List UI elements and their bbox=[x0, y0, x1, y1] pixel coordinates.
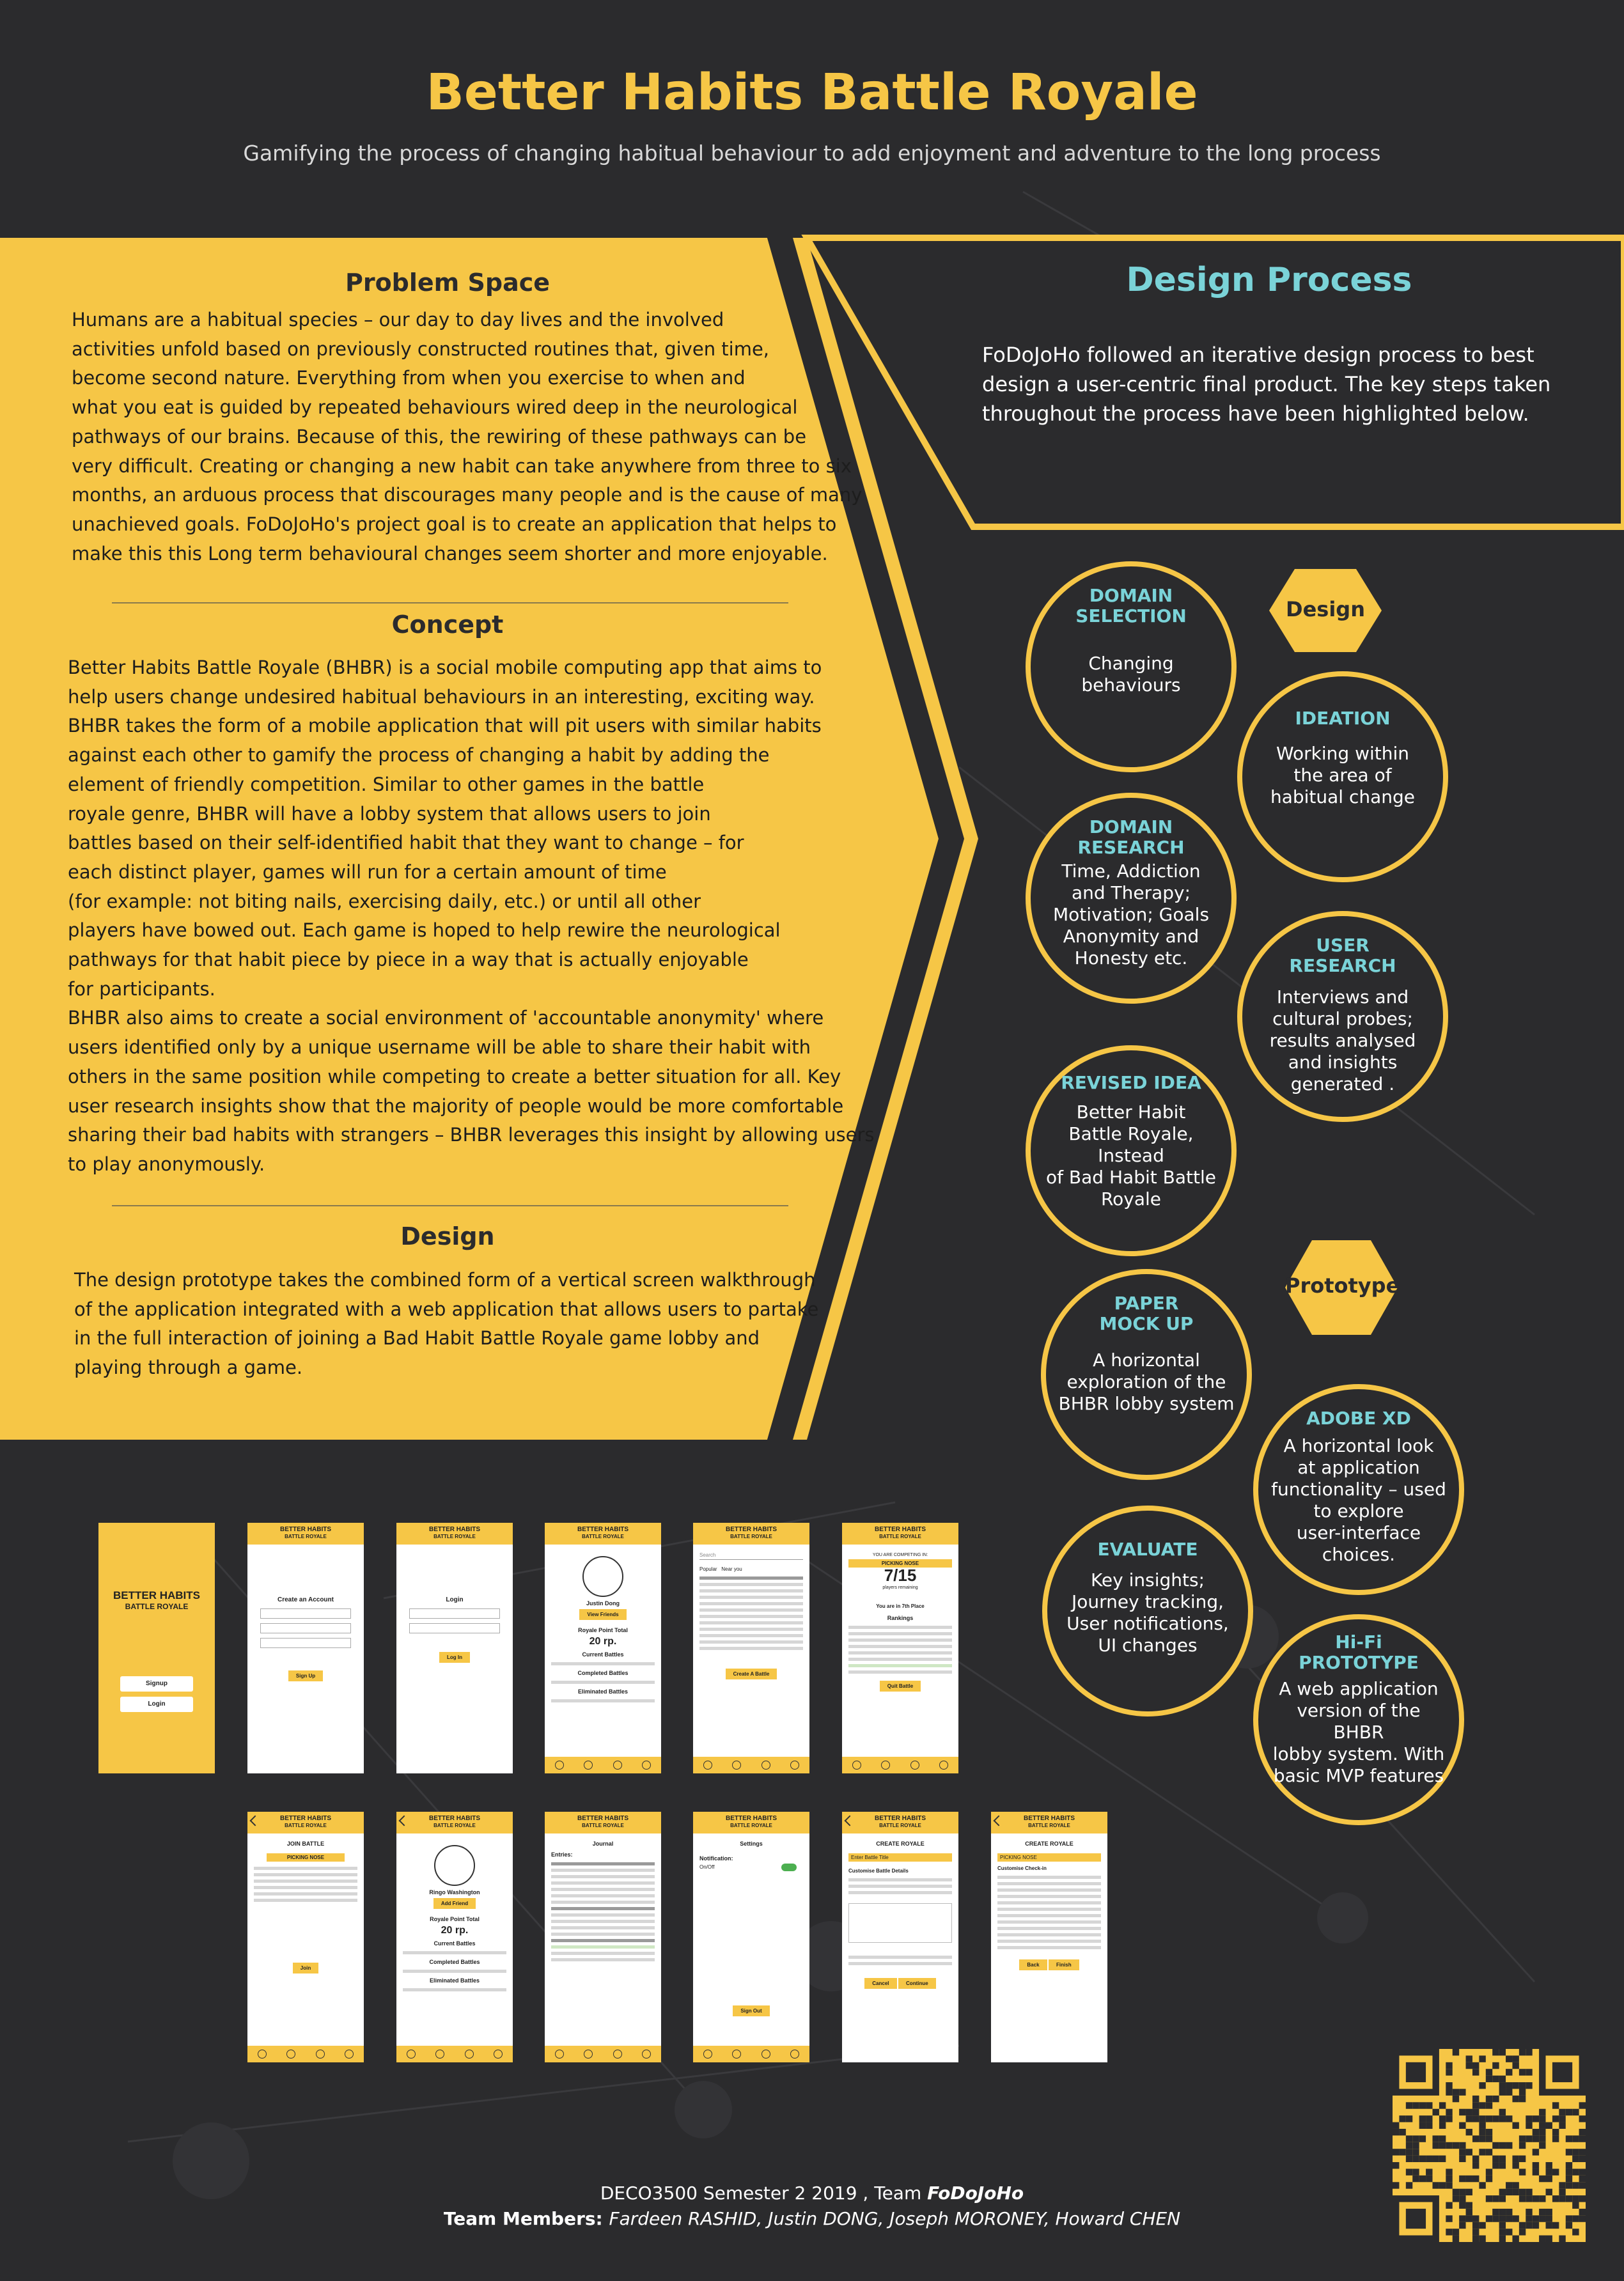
login-button[interactable]: Login bbox=[120, 1697, 193, 1712]
course-info: DECO3500 Semester 2 2019 , Team FoDoJoHo bbox=[600, 2183, 1024, 2204]
problem-space-heading: Problem Space bbox=[345, 269, 550, 297]
username-field[interactable] bbox=[409, 1608, 500, 1619]
create-battle-button[interactable]: Create A Battle bbox=[725, 1669, 777, 1679]
concept-heading: Concept bbox=[391, 611, 504, 639]
chevron-panels bbox=[0, 235, 1624, 1440]
sign-out-button[interactable]: Sign Out bbox=[733, 2005, 770, 2016]
screen-create-royale-1: BETTER HABITS BATTLE ROYALE CREATE ROYALE… bbox=[842, 1812, 958, 2062]
password-field[interactable] bbox=[409, 1623, 500, 1633]
screen-battle-lobby: BETTER HABITS BATTLE ROYALE Search Popula… bbox=[693, 1523, 809, 1773]
design-heading: Design bbox=[400, 1222, 495, 1250]
step-ideation: IDEATION Working within the area of habitu… bbox=[1237, 671, 1448, 882]
prototype-phase-hexagon: Prototype bbox=[1285, 1240, 1400, 1335]
add-friend-button[interactable]: Add Friend bbox=[433, 1898, 476, 1909]
quit-battle-button[interactable]: Quit Battle bbox=[879, 1681, 921, 1692]
join-button[interactable]: Join bbox=[292, 1963, 319, 1973]
step-revised-idea: REVISED IDEA Better Habit Battle Royale, … bbox=[1026, 1045, 1237, 1256]
section-divider bbox=[112, 1205, 788, 1206]
step-domain-selection: DOMAIN SELECTION Changing behaviours bbox=[1026, 561, 1237, 772]
concept-text: Better Habits Battle Royale (BHBR) is a … bbox=[68, 657, 875, 1175]
screen-profile: BETTER HABITS BATTLE ROYALE Justin Dong V… bbox=[545, 1523, 661, 1773]
screen-create-account: BETTER HABITS BATTLE ROYALE Create an Acc… bbox=[247, 1523, 364, 1773]
poster-subtitle: Gamifying the process of changing habitu… bbox=[243, 141, 1381, 166]
battle-title-input[interactable]: Enter Battle Title bbox=[848, 1853, 952, 1862]
password-field[interactable] bbox=[260, 1623, 351, 1633]
section-divider bbox=[112, 602, 788, 603]
screen-other-profile: BETTER HABITS BATTLE ROYALE Ringo Washing… bbox=[396, 1812, 513, 2062]
view-friends-button[interactable]: View Friends bbox=[579, 1609, 627, 1620]
sign-up-button[interactable]: Sign Up bbox=[288, 1670, 324, 1681]
design-phase-hexagon: Design bbox=[1269, 569, 1382, 652]
screen-login: BETTER HABITS BATTLE ROYALE Login Log In bbox=[396, 1523, 513, 1773]
yellow-chevron-panel bbox=[0, 238, 939, 1440]
back-button[interactable]: Back bbox=[1019, 1959, 1047, 1970]
step-domain-research: DOMAIN RESEARCH Time, Addiction and Therap… bbox=[1026, 793, 1237, 1004]
step-evaluate: EVALUATE Key insights; Journey tracking, U… bbox=[1042, 1506, 1253, 1717]
search-input[interactable]: Search bbox=[699, 1551, 803, 1560]
qr-code bbox=[1393, 2049, 1586, 2242]
continue-button[interactable]: Continue bbox=[898, 1978, 936, 1989]
step-paper-mock-up: PAPER MOCK UP A horizontal exploration of … bbox=[1041, 1269, 1252, 1480]
step-hi-fi-prototype: Hi-Fi PROTOTYPE A web application version … bbox=[1253, 1614, 1464, 1825]
screen-join-battle: BETTER HABITS BATTLE ROYALE JOIN BATTLE P… bbox=[247, 1812, 364, 2062]
avatar bbox=[434, 1845, 475, 1886]
screen-journal: BETTER HABITS BATTLE ROYALE Journal Entri… bbox=[545, 1812, 661, 2062]
problem-space-text: Humans are a habitual species – our day … bbox=[72, 309, 863, 564]
username-field[interactable] bbox=[260, 1608, 351, 1619]
step-adobe-xd: ADOBE XD A horizontal look at application… bbox=[1253, 1384, 1464, 1595]
screen-splash: BETTER HABITS BATTLE ROYALE Signup Login bbox=[98, 1523, 215, 1773]
team-members: Team Members: Fardeen RASHID, Justin DON… bbox=[443, 2208, 1181, 2229]
cancel-button[interactable]: Cancel bbox=[864, 1978, 897, 1989]
poster-title: Better Habits Battle Royale bbox=[426, 64, 1198, 121]
design-process-heading: Design Process bbox=[1126, 261, 1412, 299]
screen-create-royale-2: BETTER HABITS BATTLE ROYALE CREATE ROYALE… bbox=[991, 1812, 1107, 2062]
reenter-password-field[interactable] bbox=[260, 1638, 351, 1648]
notification-toggle[interactable] bbox=[781, 1864, 797, 1871]
avatar bbox=[582, 1556, 623, 1597]
screen-battle-status: BETTER HABITS BATTLE ROYALE YOU ARE COMPE… bbox=[842, 1523, 958, 1773]
design-process-intro: FoDoJoHo followed an iterative design pr… bbox=[982, 343, 1551, 426]
screen-settings: BETTER HABITS BATTLE ROYALE Settings Noti… bbox=[693, 1812, 809, 2062]
step-user-research: USER RESEARCH Interviews and cultural prob… bbox=[1237, 911, 1448, 1122]
log-in-button[interactable]: Log In bbox=[439, 1652, 470, 1663]
design-process-chevron bbox=[801, 235, 1624, 530]
design-text: The design prototype takes the combined … bbox=[74, 1269, 819, 1379]
signup-button[interactable]: Signup bbox=[120, 1676, 193, 1692]
finish-button[interactable]: Finish bbox=[1049, 1959, 1079, 1970]
